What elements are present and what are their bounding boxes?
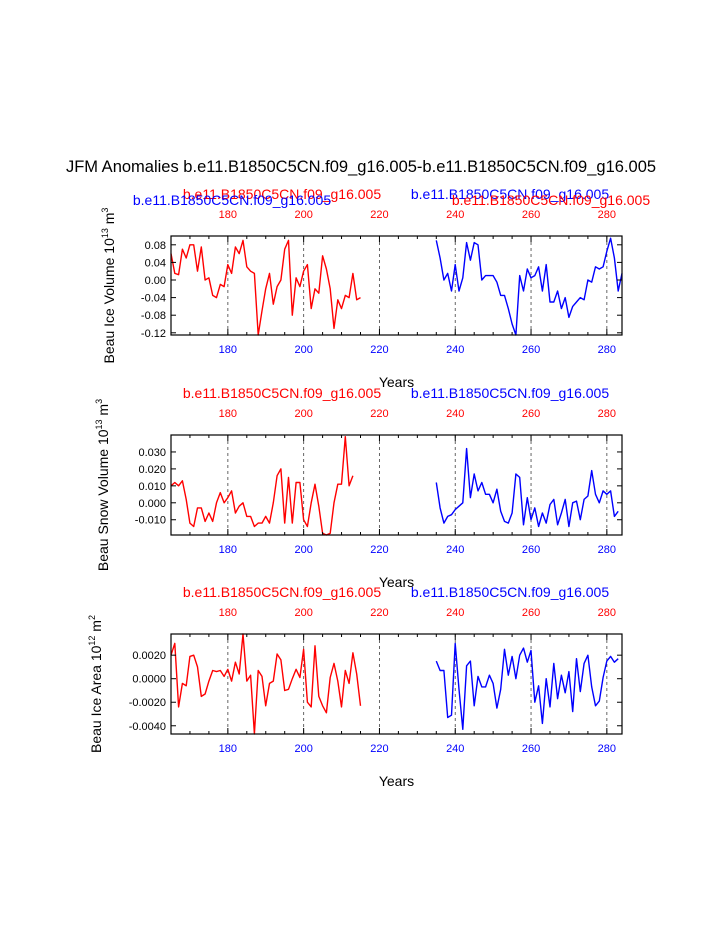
x-tick-label-bottom: 260 xyxy=(522,344,540,356)
series-label-left: b.e11.B1850C5CN.f09_g16.005 xyxy=(183,186,381,202)
x-tick-label-top: 280 xyxy=(598,408,616,420)
y-tick-label: -0.04 xyxy=(141,293,166,305)
x-tick-label-top: 240 xyxy=(446,209,464,221)
plot-frame xyxy=(170,235,623,336)
y-axis-label-part: 3 xyxy=(100,208,110,213)
x-tick-label-bottom: 200 xyxy=(294,743,312,755)
series-line-a xyxy=(170,239,361,336)
x-tick-label-bottom: 260 xyxy=(522,544,540,556)
x-tick-label-bottom: 280 xyxy=(598,743,616,755)
x-tick-label-top: 200 xyxy=(294,607,312,619)
plot-frame xyxy=(170,434,623,536)
x-tick-label-top: 260 xyxy=(522,607,540,619)
x-tick-label-bottom: 220 xyxy=(370,743,388,755)
series-label-right: b.e11.B1850C5CN.f09_g16.005 xyxy=(411,186,609,202)
x-tick-label-top: 260 xyxy=(522,408,540,420)
y-tick-label: 0.00 xyxy=(145,275,166,287)
x-tick-label-bottom: 240 xyxy=(446,544,464,556)
y-tick-label: -0.0040 xyxy=(129,721,166,733)
x-tick-label-top: 180 xyxy=(219,607,237,619)
y-axis-label-part: m xyxy=(95,404,111,420)
y-tick-label: 0.000 xyxy=(138,498,166,510)
y-tick-label: 0.04 xyxy=(145,257,166,269)
y-axis-label-part: m xyxy=(101,213,117,229)
y-axis-label-part: Beau Ice Area 10 xyxy=(88,645,104,753)
y-axis-label-part: 13 xyxy=(94,419,104,429)
y-axis-label-part: 13 xyxy=(100,228,110,238)
x-tick-label-bottom: 260 xyxy=(522,743,540,755)
x-tick-label-top: 220 xyxy=(370,209,388,221)
figure-title: JFM Anomalies b.e11.B1850C5CN.f09_g16.00… xyxy=(66,158,656,176)
y-tick-label: 0.030 xyxy=(138,447,166,459)
x-tick-label-bottom: 240 xyxy=(446,344,464,356)
series-label-right: b.e11.B1850C5CN.f09_g16.005 xyxy=(411,584,609,600)
y-axis-label-part: Beau Ice Volume 10 xyxy=(101,238,117,364)
series-line-b xyxy=(435,447,619,528)
y-tick-label: 0.010 xyxy=(138,481,166,493)
y-axis-label-part: 2 xyxy=(87,615,97,620)
series-label-left: b.e11.B1850C5CN.f09_g16.005 xyxy=(183,584,381,600)
y-axis-label-part: 12 xyxy=(87,636,97,646)
x-tick-label-bottom: 280 xyxy=(598,344,616,356)
series-line-b xyxy=(435,237,623,336)
y-axis-label-part: Beau Snow Volume 10 xyxy=(95,429,111,571)
x-tick-label-top: 200 xyxy=(294,209,312,221)
y-tick-label: 0.08 xyxy=(145,240,166,252)
y-tick-label: 0.0020 xyxy=(132,650,166,662)
x-axis-label: Years xyxy=(379,574,414,590)
y-axis-label: Beau Snow Volume 1013 m3 xyxy=(94,399,111,571)
x-tick-label-top: 240 xyxy=(446,607,464,619)
y-axis-label: Beau Ice Area 1012 m2 xyxy=(87,615,104,753)
x-tick-label-top: 280 xyxy=(598,209,616,221)
x-axis-label: Years xyxy=(379,374,414,390)
series-line-a xyxy=(170,436,354,536)
x-tick-label-top: 280 xyxy=(598,607,616,619)
x-tick-label-top: 180 xyxy=(219,408,237,420)
plot-frame xyxy=(170,633,623,735)
x-tick-label-bottom: 180 xyxy=(219,344,237,356)
series-label-left-overlap: b.e11.B1850C5CN.f09_g16.005 xyxy=(133,192,331,208)
x-tick-label-top: 180 xyxy=(219,209,237,221)
y-axis-label: Beau Ice Volume 1013 m3 xyxy=(100,208,117,364)
x-tick-label-bottom: 280 xyxy=(598,544,616,556)
series-label-right-overlap: b.e11.B1850C5CN.f09_g16.005 xyxy=(452,192,650,208)
x-tick-label-bottom: 220 xyxy=(370,344,388,356)
x-tick-label-bottom: 200 xyxy=(294,544,312,556)
x-tick-label-top: 220 xyxy=(370,607,388,619)
series-label-left: b.e11.B1850C5CN.f09_g16.005 xyxy=(183,385,381,401)
y-tick-label: -0.08 xyxy=(141,310,166,322)
y-tick-label: 0.0000 xyxy=(132,674,166,686)
x-tick-label-bottom: 200 xyxy=(294,344,312,356)
panel-1: -0.12 -0.08 -0.04 0.00 0.04 0.08 180 200 220 240 2… xyxy=(100,186,650,390)
x-tick-label-bottom: 180 xyxy=(219,743,237,755)
y-axis-label-part: 3 xyxy=(94,399,104,404)
y-axis-label-part: m xyxy=(88,620,104,636)
y-tick-label: -0.0020 xyxy=(129,697,166,709)
x-axis-label: Years xyxy=(379,773,414,789)
x-tick-label-bottom: 220 xyxy=(370,544,388,556)
panel-3: -0.0040 -0.0020 0.0000 0.0020 180 200 220 240 26… xyxy=(87,584,623,789)
y-tick-label: 0.020 xyxy=(138,464,166,476)
x-tick-label-bottom: 240 xyxy=(446,743,464,755)
x-tick-label-top: 260 xyxy=(522,209,540,221)
series-label-right: b.e11.B1850C5CN.f09_g16.005 xyxy=(411,385,609,401)
series-line-a xyxy=(170,633,362,735)
y-tick-label: -0.12 xyxy=(141,328,166,340)
x-tick-label-top: 220 xyxy=(370,408,388,420)
x-tick-label-top: 200 xyxy=(294,408,312,420)
y-tick-label: -0.010 xyxy=(135,515,166,527)
series-line-b xyxy=(435,642,619,730)
x-tick-label-bottom: 180 xyxy=(219,544,237,556)
panel-2: -0.010 0.000 0.010 0.020 0.030 180 200 220 240 26… xyxy=(94,385,623,590)
x-tick-label-top: 240 xyxy=(446,408,464,420)
